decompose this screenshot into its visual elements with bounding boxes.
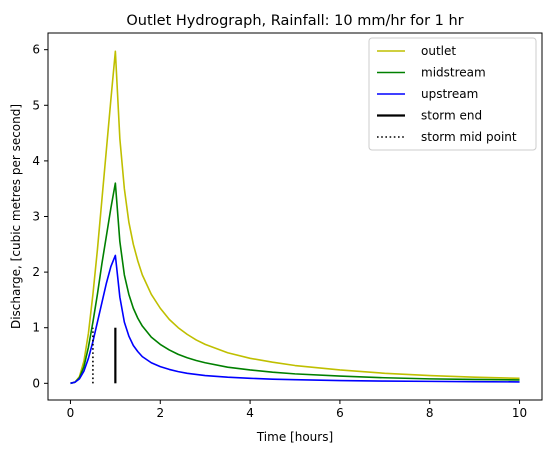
chart-title: Outlet Hydrograph, Rainfall: 10 mm/hr fo… xyxy=(126,13,463,29)
x-tick-label: 10 xyxy=(512,406,527,420)
legend-label: storm end xyxy=(421,109,482,123)
x-axis-ticks: 0 2 4 6 8 10 xyxy=(67,400,527,420)
x-tick-label: 2 xyxy=(156,406,164,420)
x-tick-label: 4 xyxy=(246,406,254,420)
y-axis-ticks: 0 1 2 3 4 5 6 xyxy=(32,43,48,390)
y-tick-label: 4 xyxy=(32,154,40,168)
y-tick-label: 1 xyxy=(32,321,40,335)
y-tick-label: 3 xyxy=(32,210,40,224)
series-line-midstream xyxy=(70,182,520,385)
series-line-outlet xyxy=(70,50,520,385)
y-tick-label: 6 xyxy=(32,43,40,57)
x-tick-label: 6 xyxy=(336,406,344,420)
legend-label: outlet xyxy=(421,44,456,58)
y-axis-label: Discharge, [cubic metres per second] xyxy=(9,104,23,329)
legend-label: midstream xyxy=(421,66,486,80)
y-tick-label: 5 xyxy=(32,98,40,112)
y-tick-label: 2 xyxy=(32,265,40,279)
series-line-upstream xyxy=(70,254,520,385)
x-tick-label: 0 xyxy=(67,406,75,420)
y-tick-label: 0 xyxy=(32,376,40,390)
legend-label: storm mid point xyxy=(421,130,517,144)
series-lines xyxy=(70,50,520,385)
x-axis-label: Time [hours] xyxy=(256,430,333,444)
legend-label: upstream xyxy=(421,87,478,101)
x-tick-label: 8 xyxy=(426,406,434,420)
legend-box xyxy=(368,37,537,151)
legend: outlet midstream upstream storm end storm mi… xyxy=(368,37,537,151)
